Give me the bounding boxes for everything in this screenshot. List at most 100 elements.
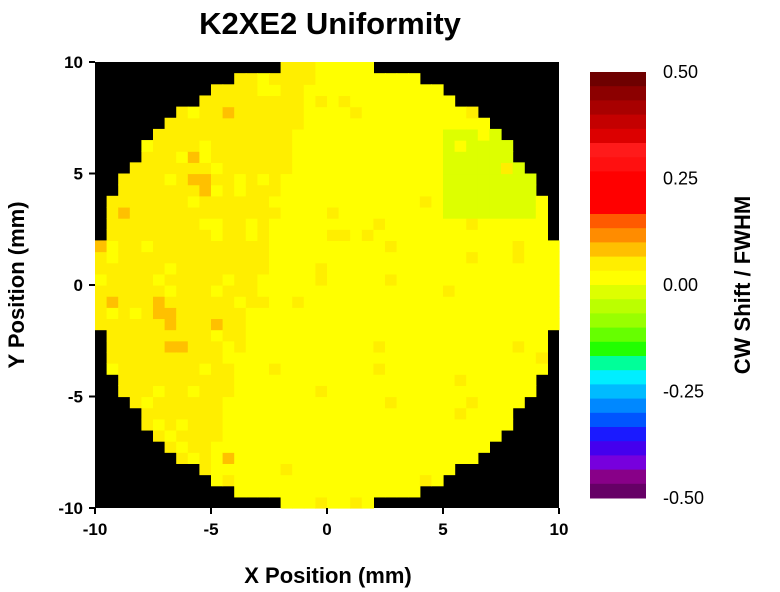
heatmap-cell xyxy=(199,184,212,197)
heatmap-cell xyxy=(292,240,305,253)
heatmap-cell xyxy=(327,329,340,342)
heatmap-cell xyxy=(361,496,374,509)
heatmap-cell xyxy=(373,162,386,175)
heatmap-cell xyxy=(199,307,212,320)
heatmap-cell xyxy=(408,474,421,487)
heatmap-cell xyxy=(373,273,386,286)
heatmap-cell xyxy=(211,128,224,141)
heatmap-cell xyxy=(350,95,363,108)
heatmap-cell xyxy=(477,418,490,431)
colorbar-band xyxy=(590,114,646,130)
colorbar-band xyxy=(590,185,646,201)
heatmap-cell xyxy=(129,374,142,386)
heatmap-cell xyxy=(118,229,131,241)
heatmap-cell xyxy=(408,329,421,342)
heatmap-cell xyxy=(431,173,444,186)
heatmap-cell xyxy=(118,351,131,364)
heatmap-cell xyxy=(222,184,235,197)
heatmap-cell xyxy=(501,296,514,308)
heatmap-cell xyxy=(524,229,537,241)
heatmap-cell xyxy=(373,240,386,253)
heatmap-cell xyxy=(338,463,351,476)
colorbar-tick-label: -0.25 xyxy=(663,382,704,402)
heatmap-cell xyxy=(477,240,490,253)
heatmap-cell xyxy=(234,195,247,208)
heatmap-cell xyxy=(350,307,363,320)
heatmap-cell xyxy=(385,296,398,308)
heatmap-cell xyxy=(350,329,363,342)
heatmap-cell xyxy=(303,218,316,230)
heatmap-cell xyxy=(118,340,131,353)
heatmap-cell xyxy=(408,296,421,308)
heatmap-cell xyxy=(501,218,514,230)
heatmap-cell xyxy=(245,474,258,487)
heatmap-cell xyxy=(176,296,189,308)
heatmap-cell xyxy=(512,195,525,208)
heatmap-cell xyxy=(327,296,340,308)
heatmap-cell xyxy=(222,195,235,208)
heatmap-cell xyxy=(269,95,282,108)
heatmap-cell xyxy=(419,318,432,331)
heatmap-cell xyxy=(431,184,444,197)
heatmap-cell xyxy=(501,396,514,409)
heatmap-cell xyxy=(512,262,525,275)
heatmap-cell xyxy=(269,117,282,130)
heatmap-cell xyxy=(338,273,351,286)
heatmap-cell xyxy=(373,229,386,241)
heatmap-cell xyxy=(361,429,374,442)
heatmap-cell xyxy=(292,385,305,398)
heatmap-cell xyxy=(431,95,444,108)
heatmap-cell xyxy=(385,117,398,130)
x-tick-label: -5 xyxy=(203,520,218,539)
heatmap-cell xyxy=(408,151,421,163)
y-axis-ticks: 10 5 0 -5 -10 xyxy=(58,53,95,518)
heatmap-cell xyxy=(118,195,131,208)
heatmap-cell xyxy=(280,262,293,275)
heatmap-cell xyxy=(327,363,340,375)
heatmap-cell xyxy=(454,374,467,386)
heatmap-cell xyxy=(419,429,432,442)
heatmap-cell xyxy=(141,363,154,375)
heatmap-cell xyxy=(350,173,363,186)
heatmap-cell xyxy=(280,106,293,119)
heatmap-cell xyxy=(477,307,490,320)
heatmap-cell xyxy=(303,106,316,119)
heatmap-cell xyxy=(315,463,328,476)
heatmap-cell xyxy=(303,329,316,342)
heatmap-cell xyxy=(443,296,456,308)
heatmap-cell xyxy=(303,95,316,108)
heatmap-cell xyxy=(419,441,432,453)
heatmap-cell xyxy=(373,106,386,119)
heatmap-cell xyxy=(280,385,293,398)
heatmap-cell xyxy=(164,340,177,353)
heatmap-cell xyxy=(431,240,444,253)
heatmap-cell xyxy=(257,363,270,375)
heatmap-cell xyxy=(245,318,258,331)
heatmap-cell xyxy=(396,463,409,476)
heatmap-cell xyxy=(245,329,258,342)
heatmap-cell xyxy=(315,374,328,386)
heatmap-cell xyxy=(396,195,409,208)
heatmap-cell xyxy=(280,374,293,386)
heatmap-cell xyxy=(419,173,432,186)
heatmap-cell xyxy=(222,117,235,130)
heatmap-cell xyxy=(512,229,525,241)
heatmap-cell xyxy=(489,340,502,353)
heatmap-cell xyxy=(280,363,293,375)
heatmap-cell xyxy=(350,117,363,130)
heatmap-cell xyxy=(408,396,421,409)
heatmap-cell xyxy=(350,340,363,353)
heatmap-cell xyxy=(443,351,456,364)
heatmap-cell xyxy=(199,128,212,141)
heatmap-cell xyxy=(350,463,363,476)
heatmap-cell xyxy=(408,452,421,464)
heatmap-cell xyxy=(199,385,212,398)
heatmap-cell xyxy=(315,385,328,398)
heatmap-cell xyxy=(129,195,142,208)
heatmap-cell xyxy=(396,441,409,453)
heatmap-cell xyxy=(315,84,328,97)
heatmap-cell xyxy=(385,474,398,487)
heatmap-cell xyxy=(303,396,316,409)
heatmap-cell xyxy=(338,329,351,342)
heatmap-cell xyxy=(489,363,502,375)
